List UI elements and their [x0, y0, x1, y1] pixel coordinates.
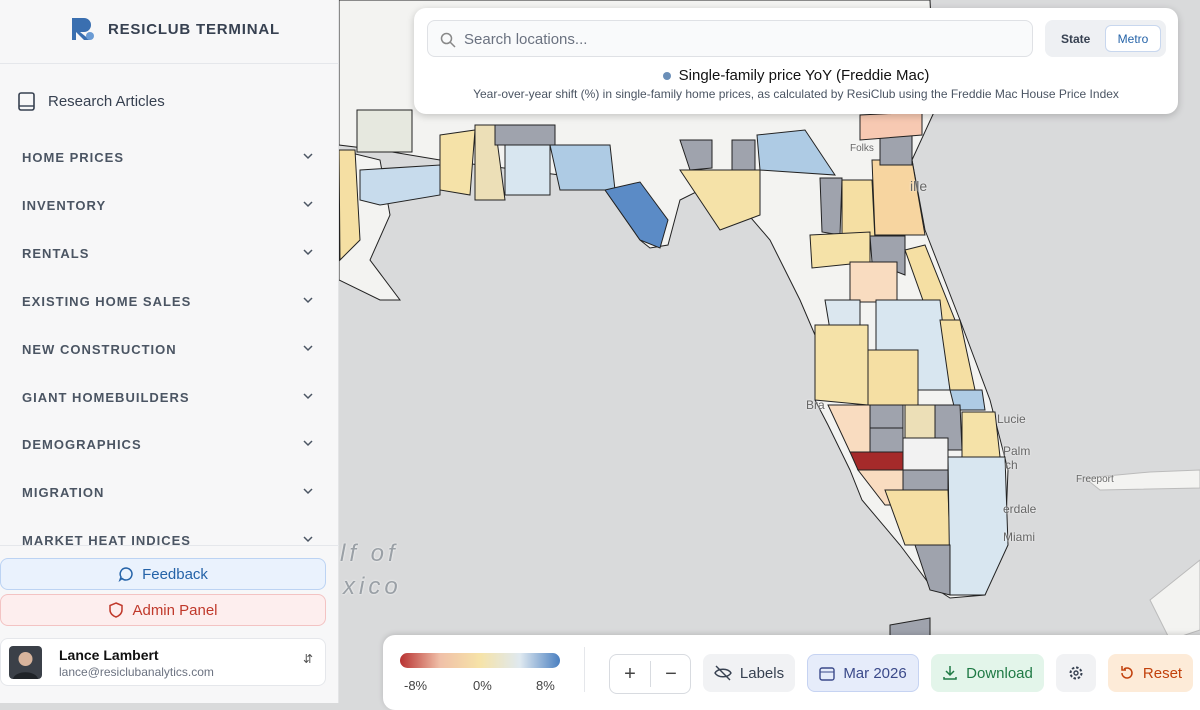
book-icon	[18, 92, 35, 111]
logo	[72, 18, 94, 40]
zoom-group: + −	[609, 654, 691, 694]
map-label: Palm	[1003, 444, 1031, 458]
metric-title-text: Single-family price YoY (Freddie Mac)	[678, 67, 930, 84]
zoom-out[interactable]: −	[665, 662, 677, 685]
nav-item[interactable]: MARKET HEAT INDICES	[22, 533, 314, 548]
map-label: Lucie	[997, 412, 1026, 426]
metric-title: Single-family price YoY (Freddie Mac)	[414, 67, 1178, 84]
button-label: Feedback	[142, 565, 208, 583]
button-label: Download	[966, 664, 1033, 682]
zoom-in[interactable]: +	[624, 662, 636, 685]
toggle-state[interactable]: State	[1061, 32, 1091, 46]
map-label: Folks	[850, 143, 874, 154]
nav-item[interactable]: DEMOGRAPHICS	[22, 437, 314, 452]
toggle-metro[interactable]: Metro	[1105, 25, 1161, 52]
map-label: ille	[910, 178, 928, 194]
chevron	[303, 345, 313, 351]
reset-button[interactable]: Reset	[1108, 654, 1193, 692]
nav-label: EXISTING HOME SALES	[22, 293, 192, 309]
chevron	[303, 536, 313, 543]
nav-item[interactable]: EXISTING HOME SALES	[22, 294, 314, 309]
nav-label: RENTALS	[22, 245, 90, 261]
nav-item[interactable]: RENTALS	[22, 246, 314, 261]
research-link[interactable]: Research Articles	[48, 93, 165, 110]
nav-item[interactable]: MIGRATION	[22, 485, 314, 500]
legend-label: 8%	[536, 678, 555, 693]
search-input[interactable]: Search locations...	[427, 20, 1033, 57]
chevron	[303, 488, 313, 495]
legend-label: -8%	[404, 678, 428, 693]
map-label: Bra	[806, 398, 825, 412]
date-button[interactable]: Mar 2026	[807, 654, 919, 692]
legend-label: 0%	[473, 678, 492, 693]
user-name: Lance Lambert	[59, 647, 159, 663]
admin-button[interactable]: Admin Panel	[0, 594, 326, 626]
nav-label: HOME PRICES	[22, 150, 125, 165]
map-label: xico	[343, 573, 402, 600]
nav-item[interactable]: INVENTORY	[22, 198, 314, 213]
map-label: Freeport	[1076, 474, 1114, 485]
download-button[interactable]: Download	[931, 654, 1044, 692]
search-panel: Search locations... State Metro Single-f…	[414, 8, 1178, 114]
button-label: Labels	[739, 664, 785, 682]
map-label: ch	[1005, 458, 1018, 472]
nav-label: MIGRATION	[22, 485, 105, 501]
button-label: Reset	[1142, 664, 1183, 682]
map-label: lf of	[340, 540, 399, 567]
settings-button[interactable]	[1056, 654, 1096, 692]
search-placeholder: Search locations...	[464, 31, 588, 48]
legend-gradient	[400, 653, 560, 668]
sidebar: RESICLUB TERMINAL Research Articles HOME…	[0, 0, 339, 703]
nav-item[interactable]: HOME PRICES	[22, 150, 314, 165]
chevron	[303, 201, 313, 207]
chevron	[303, 440, 313, 447]
toolbar: -8% 0% 8% + − Labels Mar 2026 Download R…	[383, 635, 1200, 710]
nav-label: NEW CONSTRUCTION	[22, 341, 177, 357]
chevron	[303, 392, 313, 399]
chevron	[303, 297, 313, 303]
brand: RESICLUB TERMINAL	[108, 21, 280, 38]
labels-button[interactable]: Labels	[703, 654, 795, 692]
nav-item[interactable]: GIANT HOMEBUILDERS	[22, 390, 314, 405]
chevron	[303, 153, 313, 160]
chevron	[303, 249, 313, 255]
mode-toggle: State Metro	[1045, 20, 1166, 57]
button-label: Mar 2026	[843, 664, 907, 682]
nav-item[interactable]: NEW CONSTRUCTION	[22, 342, 314, 357]
nav-label: DEMOGRAPHICS	[22, 437, 142, 453]
map-label: Miami	[1003, 530, 1035, 544]
nav-label: MARKET HEAT INDICES	[22, 533, 191, 549]
map-label: erdale	[1003, 502, 1037, 516]
user-email: lance@resiclubanalytics.com	[59, 665, 214, 679]
nav-label: INVENTORY	[22, 197, 107, 213]
button-label: Admin Panel	[132, 601, 218, 619]
feedback-button[interactable]: Feedback	[0, 558, 326, 590]
user-card[interactable]: Lance Lambert lance@resiclubanalytics.co…	[0, 638, 326, 686]
metric-description: Year-over-year shift (%) in single-famil…	[473, 87, 1119, 101]
nav-label: GIANT HOMEBUILDERS	[22, 389, 190, 405]
